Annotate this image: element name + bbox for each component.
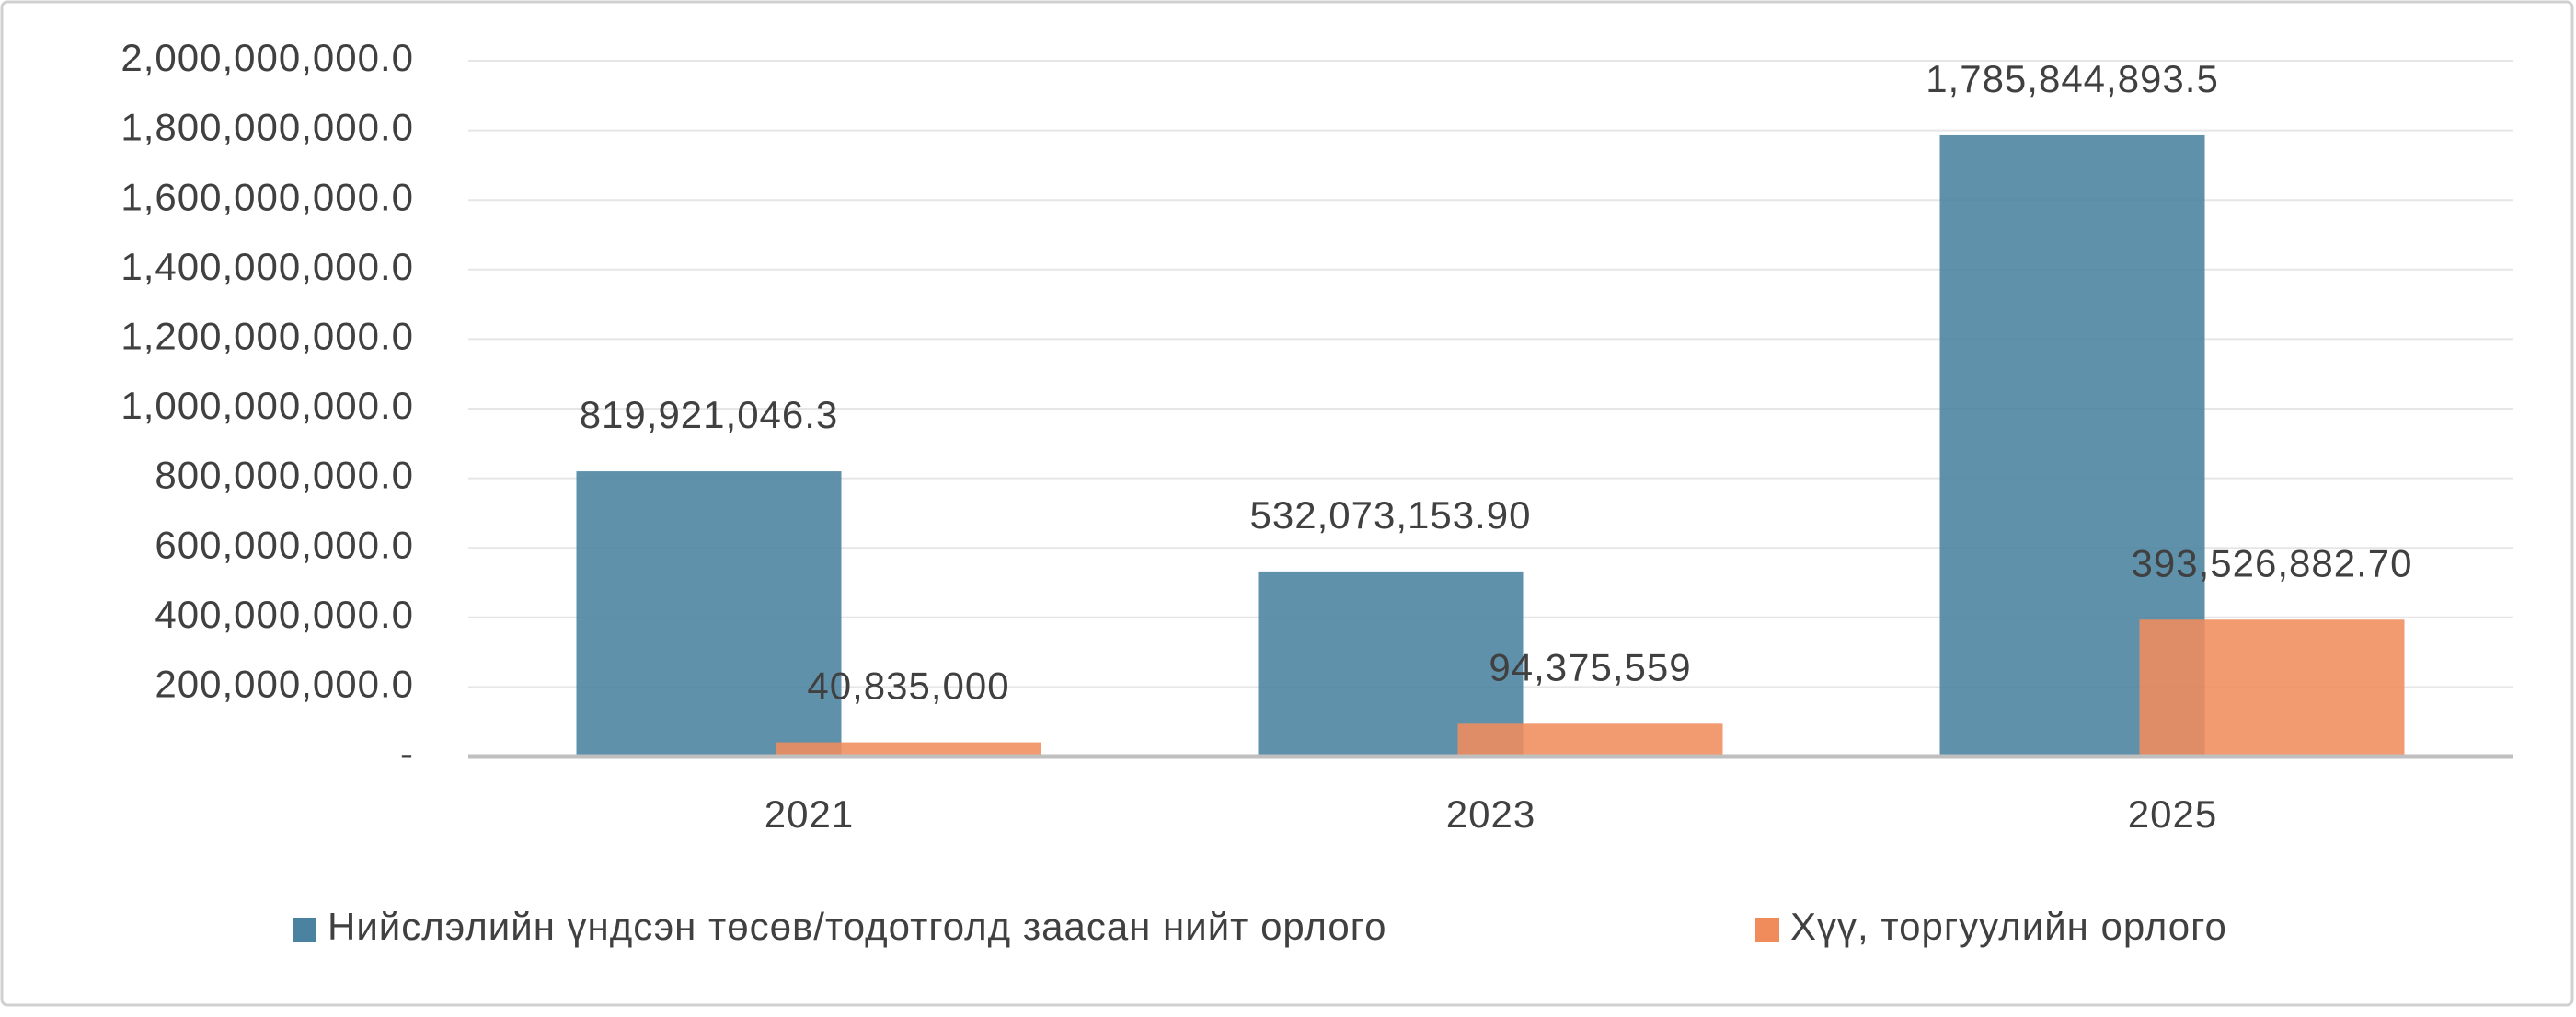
- bar: [776, 742, 1041, 757]
- x-tick-label: 2021: [765, 792, 854, 836]
- legend-swatch: [1755, 918, 1779, 942]
- bar: [576, 471, 842, 757]
- y-tick-label: 1,400,000,000.0: [121, 245, 414, 288]
- legend-label: Хүү, торгуулийн орлого: [1790, 905, 2227, 948]
- value-label: 532,073,153.90: [1250, 493, 1532, 537]
- x-tick-label: 2025: [2128, 792, 2217, 836]
- value-label: 94,375,559: [1489, 645, 1691, 688]
- value-label: 819,921,046.3: [580, 393, 839, 436]
- y-tick-label: 2,000,000,000.0: [121, 36, 414, 79]
- y-tick-label: 600,000,000.0: [155, 523, 414, 566]
- legend-label: Нийслэлийн үндсэн төсөв/тодотголд заасан…: [328, 905, 1386, 948]
- y-tick-label: 1,800,000,000.0: [121, 106, 414, 149]
- y-tick-label: 800,000,000.0: [155, 454, 414, 497]
- bar: [2139, 619, 2405, 757]
- x-tick-label: 2023: [1446, 792, 1535, 836]
- value-label: 393,526,882.70: [2132, 541, 2413, 584]
- y-tick-label: 1,200,000,000.0: [121, 314, 414, 357]
- bar: [1457, 723, 1723, 757]
- value-label: 40,835,000: [807, 665, 1009, 708]
- y-tick-label: 400,000,000.0: [155, 593, 414, 636]
- legend-swatch: [293, 918, 316, 942]
- y-tick-label: 1,000,000,000.0: [121, 384, 414, 427]
- y-tick-label: 200,000,000.0: [155, 662, 414, 705]
- y-tick-label: 1,600,000,000.0: [121, 175, 414, 218]
- y-tick-label: -: [400, 732, 414, 775]
- value-label: 1,785,844,893.5: [1926, 57, 2219, 100]
